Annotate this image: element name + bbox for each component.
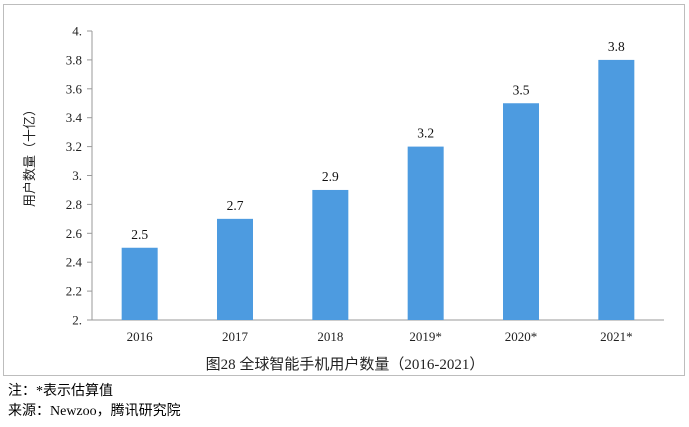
y-tick-label: 2.2 (66, 284, 82, 299)
y-tick-label: 2.4 (66, 255, 83, 270)
source-note: 来源：Newzoo，腾讯研究院 (8, 404, 181, 419)
y-axis-label: 用户数量（十亿） (22, 103, 37, 207)
bar (503, 103, 539, 320)
bar (121, 247, 158, 320)
figure-caption: 图28 全球智能手机用户数量（2016-2021） (205, 357, 485, 373)
data-label: 3.8 (608, 39, 625, 54)
y-tick-label: 3.6 (66, 81, 83, 96)
data-label: 3.5 (513, 82, 530, 97)
chart-frame: 用户数量（十亿） 2. 2.2 2.4 2.6 2.8 3. 3.2 3.4 3.6 3.8 4. 2… (3, 4, 685, 376)
x-tick-label: 2019* (409, 329, 442, 344)
bar (312, 189, 349, 320)
y-tick-label: 3.8 (66, 52, 82, 67)
bar (407, 146, 444, 320)
x-tick-label: 2016 (127, 329, 154, 344)
y-tick-label: 4. (72, 24, 82, 39)
y-tick-label: 2.6 (66, 226, 83, 241)
x-tick-label: 2018 (317, 329, 343, 344)
data-label: 2.7 (227, 198, 244, 213)
axes: 2. 2.2 2.4 2.6 2.8 3. 3.2 3.4 3.6 3.8 4. 2016 2017 20… (66, 24, 664, 344)
y-tick-label: 2.8 (66, 197, 82, 212)
y-tick-label: 3.4 (66, 110, 83, 125)
data-label: 2.9 (322, 169, 339, 184)
x-tick-label: 2021* (600, 329, 633, 344)
x-tick-label: 2020* (505, 329, 538, 344)
y-tick-label: 2. (72, 313, 82, 328)
data-label: 3.2 (417, 126, 434, 141)
x-tick-label: 2017 (222, 329, 249, 344)
bars-group: 2.5 2.7 2.9 3.2 3.5 3.8 (121, 39, 635, 321)
bar-chart: 用户数量（十亿） 2.2.22.42.62.83.3.23.43.63.84.2… (22, 24, 664, 344)
bar (598, 59, 635, 321)
bar (217, 218, 253, 320)
y-tick-label: 3. (72, 168, 82, 183)
estimate-note: 注：*表示估算值 (8, 384, 113, 399)
data-label: 2.5 (131, 227, 148, 242)
y-tick-label: 3.2 (66, 139, 82, 154)
